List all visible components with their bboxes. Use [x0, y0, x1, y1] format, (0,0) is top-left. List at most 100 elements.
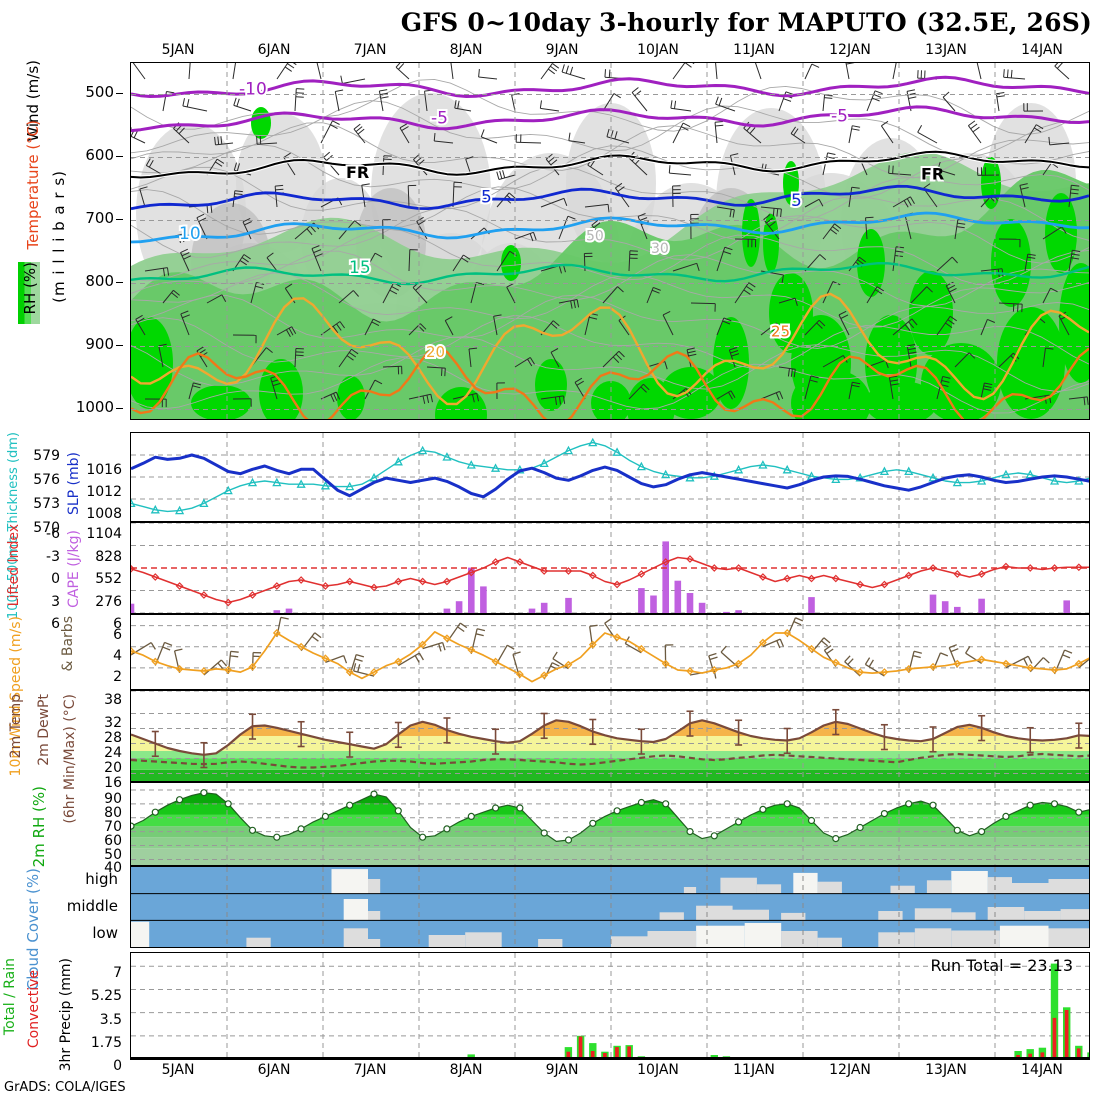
panel-2m-temp-dewpt[interactable]: [130, 690, 1090, 782]
rh-tick-80: 80: [104, 804, 122, 821]
page-title: GFS 0~10day 3-hourly for MAPUTO (32.5E, …: [400, 8, 1092, 37]
label-2m-rh: 2m RH (%): [30, 786, 48, 868]
date-tick-7jan: 7JAN: [353, 1062, 387, 1078]
temp-yticks: 38 32 28 24 20 16: [86, 686, 124, 791]
date-tick-7jan: 7JAN: [353, 42, 387, 58]
precip-tick-5p25: 5.25: [90, 988, 122, 1005]
panel-upper-air[interactable]: -10 -10 -5 -5 FR FR 5 5 10 10 15 15 20 20 25 25 FR FR -5 -5…: [130, 62, 1090, 420]
cape-label-li: Lifted Index: [6, 524, 22, 620]
lifted-index-tick-0: 0: [51, 571, 60, 587]
upper-air-label-rh: RH (%): [18, 262, 40, 324]
pressure-tickmark: [116, 344, 123, 346]
date-tick-8jan: 8JAN: [449, 42, 483, 58]
date-tick-13jan: 13JAN: [925, 1062, 967, 1078]
date-tick-10jan: 10JAN: [637, 42, 679, 58]
cape-tick-1104: 1104: [86, 526, 122, 542]
contour-label-10: 10: [179, 224, 201, 244]
lifted-index-tick-m3: -3: [46, 548, 60, 565]
date-tick-13jan: 13JAN: [925, 42, 967, 58]
wind-tick-4: 4: [113, 647, 122, 664]
panel-3hr-precip[interactable]: Run Total = 23.13: [130, 952, 1090, 1060]
temp-tick-24: 24: [104, 744, 122, 761]
date-tick-6jan: 6JAN: [257, 1062, 291, 1078]
temp-label-minmax: (6hr Min/Max) (°C): [62, 694, 78, 824]
contour-label-5: 5: [791, 191, 802, 211]
contour-label-15: 15: [349, 258, 371, 278]
label-minmax: (6hr Min/Max) (°C): [62, 694, 78, 824]
cape-yticks: 1104 828 552 276 6: [76, 524, 124, 632]
pressure-tick-900: 900: [85, 334, 114, 353]
precip-tick-3p5: 3.5: [99, 1011, 122, 1028]
pressure-tickmark: [116, 155, 123, 157]
panel-slp-thickness[interactable]: [130, 432, 1090, 522]
wind-tick-6: 6: [113, 626, 122, 643]
pressure-tickmark: [116, 218, 123, 220]
date-tick-10jan: 10JAN: [637, 1062, 679, 1078]
label-3hr-precip: 3hr Precip (mm): [58, 958, 74, 1072]
cloud-row-high: high: [85, 870, 118, 889]
pressure-tickmark: [116, 92, 123, 94]
pressure-tickmark: [116, 407, 123, 409]
panel-cloud-cover[interactable]: [130, 866, 1090, 948]
rh-tick-50: 50: [104, 846, 122, 863]
contour-label--5: -5: [431, 109, 448, 129]
cape-tick-828: 828: [95, 548, 122, 565]
date-tick-6jan: 6JAN: [257, 42, 291, 58]
date-tick-8jan: 8JAN: [449, 1062, 483, 1078]
svg-text:-10: -10: [239, 80, 267, 100]
date-tick-11jan: 11JAN: [733, 42, 775, 58]
cloud-row-labels: high middle low: [62, 866, 124, 948]
contour-label-50: 50: [586, 228, 604, 244]
label-convective: Convective: [26, 970, 42, 1049]
precip-tick-1p75: 1.75: [90, 1034, 122, 1051]
thickness-tick-573: 573: [33, 496, 60, 512]
contour-label--10: -10: [239, 80, 267, 100]
precip-label-axis: 3hr Precip (mm): [58, 958, 74, 1071]
pressure-tick-700: 700: [85, 208, 114, 227]
cloud-label: Cloud Cover (%): [24, 868, 42, 990]
date-tick-5jan: 5JAN: [161, 42, 195, 58]
cloud-row-low: low: [92, 923, 118, 942]
wind-label-barbs: & Barbs: [60, 616, 76, 688]
precip-tick-7: 7: [113, 965, 122, 982]
pressure-tick-500: 500: [85, 82, 114, 101]
svg-text:15: 15: [349, 258, 371, 278]
cape-tick-276: 276: [95, 593, 122, 610]
svg-text:20: 20: [426, 343, 445, 361]
contour-label-5: 5: [481, 187, 492, 207]
svg-text:5: 5: [481, 187, 492, 207]
contour-label--5: -5: [831, 107, 848, 127]
bottom-date-axis: 5JAN 6JAN 7JAN 8JAN 9JAN 10JAN 11JAN 12JAN 13JAN…: [130, 1062, 1090, 1082]
temp-label-temp: 2m Temp: [8, 694, 24, 772]
date-tick-12jan: 12JAN: [829, 42, 871, 58]
label-barbs: & Barbs: [60, 616, 76, 672]
temp-tick-28: 28: [104, 729, 122, 746]
cape-tick-552: 552: [95, 571, 122, 588]
footer-credit: GrADS: COLA/IGES: [4, 1080, 126, 1095]
svg-text:-5: -5: [431, 109, 448, 129]
pressure-tickmark: [116, 281, 123, 283]
thickness-yticks: 579 576 573 570: [24, 440, 62, 536]
contour-label-25: 25: [771, 323, 790, 341]
temp-tick-38: 38: [104, 692, 122, 708]
rh-tick-40: 40: [104, 860, 122, 877]
precip-label-convective: Convective: [26, 970, 42, 1050]
thickness-tick-576: 576: [33, 472, 60, 488]
slp-yticks: 1016 1012 1008: [82, 440, 124, 524]
top-date-axis: 5JAN 6JAN 7JAN 8JAN 9JAN 10JAN 11JAN 12JAN 13JAN…: [130, 42, 1090, 62]
panel-lifted-index-cape[interactable]: [130, 522, 1090, 614]
temp-tick-32: 32: [104, 714, 122, 731]
contour-label-FR: FR: [921, 164, 944, 183]
panel-2m-rh[interactable]: [130, 782, 1090, 866]
label-lifted-index: Lifted Index: [6, 524, 22, 607]
panel-10m-wind[interactable]: [130, 614, 1090, 690]
temp-tick-16: 16: [104, 774, 122, 791]
cape-tick-6: 6: [113, 616, 122, 632]
date-tick-11jan: 11JAN: [733, 1062, 775, 1078]
label-2m-temp: 2m Temp: [8, 694, 24, 759]
temp-tick-20: 20: [104, 759, 122, 776]
label-2m-dewpt: 2m DewPt: [36, 694, 52, 766]
label-slp: SLP (mb): [66, 452, 82, 516]
upper-air-yticks: 500 600 700 800 900 1000: [62, 60, 124, 422]
